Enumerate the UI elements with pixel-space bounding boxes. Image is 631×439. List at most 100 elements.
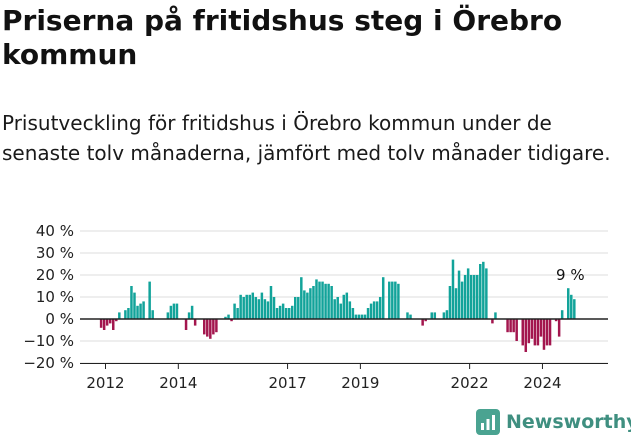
bar: [469, 275, 473, 319]
bar: [348, 301, 352, 319]
bar: [105, 319, 109, 326]
bar: [127, 308, 130, 319]
bar: [506, 319, 509, 333]
bar: [172, 303, 176, 319]
bar: [454, 288, 458, 319]
y-tick-label: −10 %: [23, 332, 74, 350]
bar: [330, 286, 333, 319]
bar: [206, 319, 209, 337]
bar: [118, 312, 121, 319]
bar: [269, 286, 273, 319]
bar: [248, 294, 251, 319]
bar: [548, 319, 552, 346]
bar: [406, 312, 409, 319]
bar: [115, 319, 118, 322]
bar: [570, 294, 573, 319]
bar: [545, 319, 549, 346]
bar: [224, 316, 227, 319]
bar: [391, 281, 394, 319]
bar: [124, 310, 127, 319]
bar: [227, 314, 230, 319]
bar: [315, 279, 318, 319]
bar: [357, 314, 361, 319]
bar: [345, 292, 349, 319]
bar: [388, 281, 391, 319]
bar: [421, 319, 424, 326]
bar: [175, 303, 179, 319]
bar: [266, 301, 270, 319]
bar: [536, 319, 540, 346]
bar: [193, 319, 197, 326]
bar: [324, 283, 327, 319]
bar: [300, 277, 303, 319]
y-tick-label: 0 %: [45, 310, 74, 328]
x-axis: 2012 2014 2017 2019 2022 2024: [86, 363, 562, 392]
bar: [251, 292, 255, 319]
newsworthy-logo-icon: [476, 409, 500, 435]
x-tick-label: 2014: [159, 374, 197, 392]
bar: [342, 294, 346, 319]
bar: [151, 310, 154, 319]
bar: [99, 319, 103, 328]
latest-value-annotation: 9 %: [556, 266, 585, 284]
bar: [460, 281, 464, 319]
bar: [366, 308, 370, 319]
bar: [530, 319, 534, 339]
x-tick-label: 2022: [451, 374, 489, 392]
bar: [512, 319, 515, 333]
bar: [554, 319, 558, 322]
y-tick-label: 40 %: [36, 222, 74, 240]
bar: [136, 305, 139, 319]
bar: [333, 299, 336, 319]
bar: [112, 319, 115, 330]
bar: [378, 297, 382, 319]
bar: [360, 314, 364, 319]
bar: [215, 319, 218, 333]
bar: [567, 288, 570, 319]
bar: [369, 303, 373, 319]
bar: [184, 319, 188, 330]
bar: [560, 310, 564, 319]
bar: [448, 286, 452, 319]
bar-series: [99, 259, 576, 352]
bar: [275, 308, 279, 319]
bar: [336, 297, 339, 319]
bar: [409, 314, 412, 319]
x-tick-label: 2012: [86, 374, 124, 392]
bar: [139, 303, 142, 319]
y-axis: 40 % 30 % 20 % 10 % 0 % −10 % −20 %: [23, 222, 74, 372]
bar: [375, 301, 379, 319]
bar: [533, 319, 537, 346]
bar: [451, 259, 455, 319]
bar: [491, 319, 494, 324]
bar: [521, 319, 524, 346]
bar: [312, 286, 315, 319]
bar: [321, 281, 324, 319]
bar: [209, 319, 212, 339]
bar: [230, 319, 233, 322]
bar: [306, 292, 309, 319]
bar: [539, 319, 543, 337]
bar: [290, 305, 294, 319]
bar: [278, 305, 282, 319]
x-tick-label: 2019: [341, 374, 379, 392]
bar: [245, 294, 248, 319]
x-tick-label: 2017: [268, 374, 306, 392]
bar: [327, 283, 330, 319]
bar: [372, 301, 376, 319]
bar: [233, 303, 236, 319]
brand-name: Newsworthy: [506, 411, 631, 433]
bar: [482, 261, 485, 319]
bar: [445, 310, 449, 319]
bar: [318, 281, 321, 319]
y-tick-label: 10 %: [36, 288, 74, 306]
bar: [203, 319, 206, 335]
bar: [242, 297, 245, 319]
bar: [476, 275, 479, 319]
bar: [142, 301, 145, 319]
x-tick-label: 2024: [523, 374, 561, 392]
bar: [524, 319, 528, 352]
bar: [281, 303, 285, 319]
bar: [442, 312, 446, 319]
